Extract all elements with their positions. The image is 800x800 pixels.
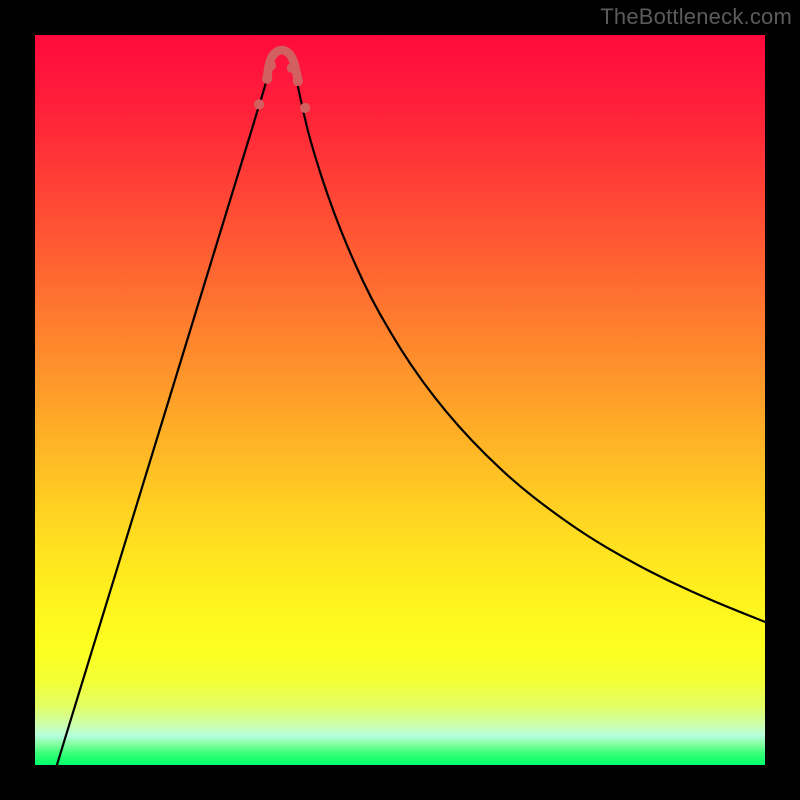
watermark-text: TheBottleneck.com: [600, 4, 792, 30]
chart-svg: [35, 35, 765, 765]
valley-marker-dot: [266, 61, 276, 71]
valley-marker-dot: [287, 63, 297, 73]
valley-marker-dot: [254, 99, 264, 109]
valley-marker-dot: [293, 76, 303, 86]
valley-marker-dot: [262, 74, 272, 84]
gradient-background: [35, 35, 765, 765]
valley-marker-dot: [300, 103, 310, 113]
chart-container: TheBottleneck.com: [0, 0, 800, 800]
chart-plot-area: [35, 35, 765, 765]
